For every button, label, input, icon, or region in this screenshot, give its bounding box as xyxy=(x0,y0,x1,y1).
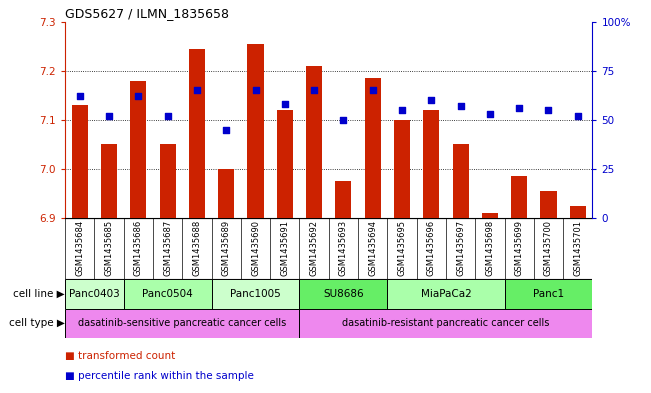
Bar xyxy=(299,309,592,338)
Text: Panc0504: Panc0504 xyxy=(143,289,193,299)
Text: GSM1435701: GSM1435701 xyxy=(574,220,582,276)
Point xyxy=(543,107,553,113)
Text: GSM1435687: GSM1435687 xyxy=(163,220,172,276)
Bar xyxy=(101,144,117,218)
Point xyxy=(426,97,436,103)
Bar xyxy=(482,213,498,218)
Point xyxy=(74,93,85,99)
Bar xyxy=(365,78,381,218)
Point xyxy=(309,87,319,94)
Bar xyxy=(387,279,505,309)
Text: GSM1435689: GSM1435689 xyxy=(222,220,230,276)
Bar xyxy=(124,279,212,309)
Text: ■ transformed count: ■ transformed count xyxy=(65,351,175,361)
Text: dasatinib-sensitive pancreatic cancer cells: dasatinib-sensitive pancreatic cancer ce… xyxy=(78,318,286,328)
Text: GSM1435686: GSM1435686 xyxy=(134,220,143,276)
Bar xyxy=(277,110,293,218)
Text: dasatinib-resistant pancreatic cancer cells: dasatinib-resistant pancreatic cancer ce… xyxy=(342,318,549,328)
Point xyxy=(396,107,408,113)
Bar xyxy=(72,105,88,218)
Bar xyxy=(394,120,410,218)
Text: SU8686: SU8686 xyxy=(323,289,364,299)
Bar xyxy=(65,309,299,338)
Bar xyxy=(189,49,205,218)
Text: GSM1435688: GSM1435688 xyxy=(193,220,201,276)
Bar xyxy=(452,144,469,218)
Point xyxy=(280,101,290,107)
Text: GSM1435696: GSM1435696 xyxy=(427,220,436,276)
Text: GSM1435691: GSM1435691 xyxy=(281,220,289,276)
Text: GSM1435698: GSM1435698 xyxy=(486,220,494,276)
Bar xyxy=(212,279,299,309)
Text: GSM1435692: GSM1435692 xyxy=(310,220,318,276)
Bar xyxy=(65,279,124,309)
Text: GSM1435685: GSM1435685 xyxy=(105,220,113,276)
Point xyxy=(572,113,583,119)
Point xyxy=(221,127,232,133)
Bar xyxy=(306,66,322,218)
Point xyxy=(455,103,465,109)
Bar xyxy=(335,181,352,218)
Text: GSM1435700: GSM1435700 xyxy=(544,220,553,276)
Point xyxy=(339,117,349,123)
Text: GSM1435697: GSM1435697 xyxy=(456,220,465,276)
Bar xyxy=(511,176,527,218)
Point xyxy=(514,105,524,111)
Bar xyxy=(423,110,439,218)
Point xyxy=(250,87,260,94)
Text: Panc1: Panc1 xyxy=(533,289,564,299)
Bar xyxy=(505,279,592,309)
Bar xyxy=(247,44,264,218)
Bar xyxy=(159,144,176,218)
Bar xyxy=(540,191,557,218)
Bar xyxy=(218,169,234,218)
Bar xyxy=(299,279,387,309)
Text: cell line ▶: cell line ▶ xyxy=(13,289,64,299)
Text: GDS5627 / ILMN_1835658: GDS5627 / ILMN_1835658 xyxy=(65,7,229,20)
Text: GSM1435694: GSM1435694 xyxy=(368,220,377,276)
Point xyxy=(484,111,495,117)
Text: ■ percentile rank within the sample: ■ percentile rank within the sample xyxy=(65,371,254,381)
Text: cell type ▶: cell type ▶ xyxy=(8,318,64,328)
Bar xyxy=(570,206,586,218)
Text: GSM1435699: GSM1435699 xyxy=(515,220,523,276)
Point xyxy=(163,113,173,119)
Point xyxy=(191,87,202,94)
Bar xyxy=(130,81,146,218)
Text: GSM1435684: GSM1435684 xyxy=(76,220,84,276)
Text: GSM1435690: GSM1435690 xyxy=(251,220,260,276)
Point xyxy=(133,93,143,99)
Text: GSM1435693: GSM1435693 xyxy=(339,220,348,276)
Point xyxy=(104,113,115,119)
Text: Panc1005: Panc1005 xyxy=(230,289,281,299)
Text: Panc0403: Panc0403 xyxy=(69,289,120,299)
Point xyxy=(367,87,378,94)
Text: MiaPaCa2: MiaPaCa2 xyxy=(421,289,471,299)
Text: GSM1435695: GSM1435695 xyxy=(398,220,406,276)
